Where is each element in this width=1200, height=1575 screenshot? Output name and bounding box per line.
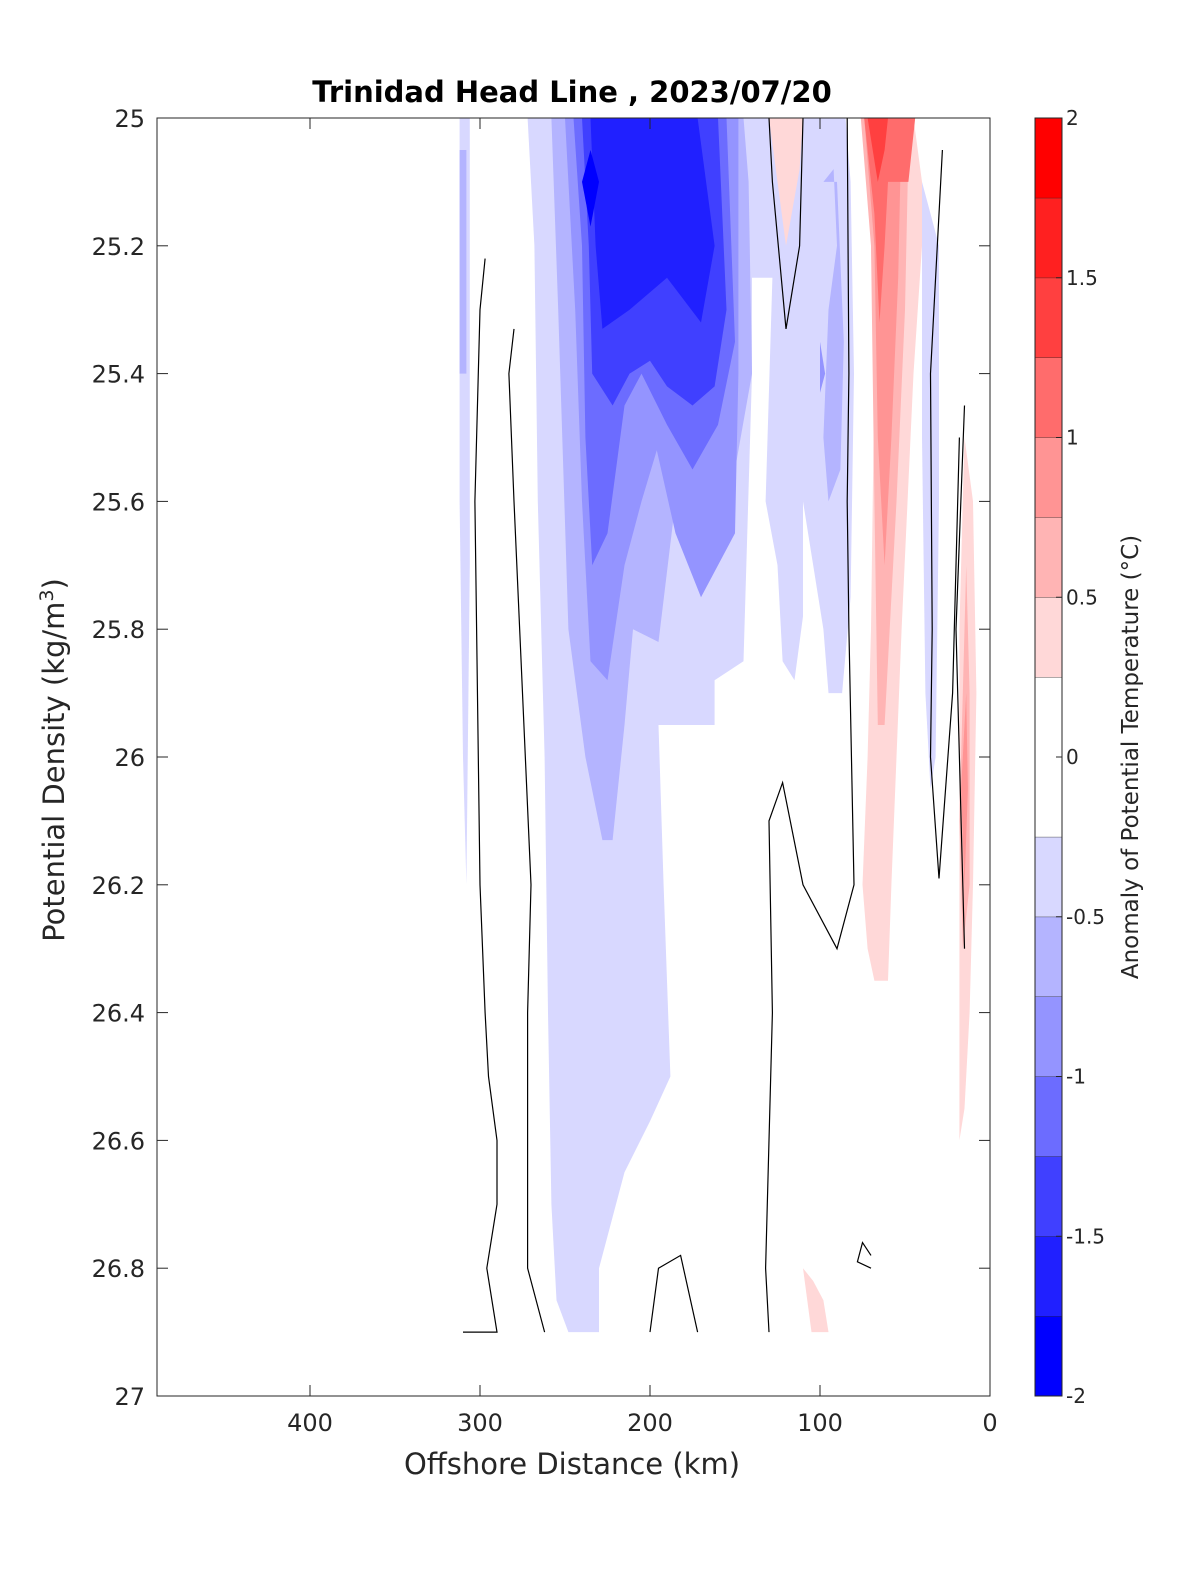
y-tick-label-26.4: 26.4 <box>92 1000 145 1028</box>
plot-area: 400 300 200 100 0 25 25.2 25.4 25.6 25.8 26 26.2 26… <box>92 105 998 1437</box>
y-tick-label-25.4: 25.4 <box>92 361 145 389</box>
contour-region-12 <box>820 341 826 393</box>
colorbar-band-14 <box>1035 118 1062 198</box>
colorbar-band-0 <box>1035 1316 1062 1396</box>
contour-region-8 <box>582 150 599 227</box>
x-axis-ticks: 400 300 200 100 0 <box>287 118 998 1437</box>
colorbar-label: Anomaly of Potential Temperature (°C) <box>1118 535 1144 979</box>
colorbar-tick-label-0.5: 0.5 <box>1066 585 1098 609</box>
zero-contour-line-3 <box>768 118 804 329</box>
colorbar-frame <box>1034 117 1063 1397</box>
contour-region-15 <box>864 118 902 566</box>
colorbar-tick-label--2: -2 <box>1066 1384 1086 1408</box>
colorbar-band-1 <box>1035 1236 1062 1317</box>
zero-contour-line-4 <box>764 118 855 1333</box>
contour-region-17 <box>867 118 888 182</box>
colorbar-band-6 <box>1035 836 1062 917</box>
y-axis-ticks: 25 25.2 25.4 25.6 25.8 26 26.2 26.4 26.6 26.8 27 <box>92 105 990 1411</box>
colorbar: 2 1.5 1 0.5 0 -0.5 -1 -1.5 -2 Anomaly of Potenti… <box>1034 106 1144 1408</box>
chart-title: Trinidad Head Line , 2023/07/20 <box>312 75 832 109</box>
colorbar-tick-label--1: -1 <box>1066 1065 1086 1089</box>
colorbar-band-9 <box>1035 517 1062 598</box>
zero-contour-line-0 <box>463 258 498 1333</box>
colorbar-tick-label--0.5: -0.5 <box>1066 905 1105 929</box>
y-tick-label-25.2: 25.2 <box>92 233 145 261</box>
colorbar-tick-label-1.5: 1.5 <box>1066 266 1098 290</box>
zero-contour-line-6 <box>856 1241 872 1269</box>
contour-region-21 <box>961 693 968 885</box>
colorbar-tick-label-1: 1 <box>1066 426 1079 450</box>
x-tick-label-200: 200 <box>627 1409 673 1437</box>
zero-contour-line-1 <box>508 328 546 1333</box>
contour-region-11 <box>823 169 844 502</box>
x-axis-label: Offshore Distance (km) <box>404 1447 740 1481</box>
contour-region-18 <box>922 181 939 789</box>
contour-region-9 <box>769 118 803 246</box>
colorbar-band-12 <box>1035 277 1062 358</box>
zero-contour-line-7 <box>955 405 966 949</box>
contour-region-7 <box>590 118 715 329</box>
zero-contour-line-2 <box>649 1254 699 1333</box>
y-tick-label-25: 25 <box>114 105 145 133</box>
y-tick-label-26.2: 26.2 <box>92 872 145 900</box>
y-axis-label-main: Potential Density (kg/m <box>37 602 71 942</box>
y-axis-label: Potential Density (kg/m3) <box>36 578 71 942</box>
colorbar-band-8 <box>1035 597 1062 678</box>
x-tick-label-0: 0 <box>982 1409 997 1437</box>
colorbar-band-11 <box>1035 357 1062 438</box>
y-tick-label-26.8: 26.8 <box>92 1255 145 1283</box>
y-tick-label-26: 26 <box>114 744 145 772</box>
y-tick-label-25.6: 25.6 <box>92 488 145 516</box>
x-tick-label-100: 100 <box>797 1409 843 1437</box>
x-tick-label-400: 400 <box>287 1409 333 1437</box>
colorbar-band-3 <box>1035 1076 1062 1157</box>
contour-region-22 <box>803 1268 829 1333</box>
colorbar-tick-label-2: 2 <box>1066 106 1079 130</box>
y-tick-label-25.8: 25.8 <box>92 616 145 644</box>
y-axis-label-superscript: 3 <box>36 589 58 601</box>
colorbar-tick-label-0: 0 <box>1066 745 1079 769</box>
colorbar-band-4 <box>1035 996 1062 1077</box>
contour-region-1 <box>459 150 467 374</box>
zero-contour-lines <box>463 118 966 1333</box>
colorbar-band-5 <box>1035 916 1062 997</box>
y-tick-label-26.6: 26.6 <box>92 1127 145 1155</box>
colorbar-band-2 <box>1035 1156 1062 1237</box>
colorbar-tick-label--1.5: -1.5 <box>1066 1224 1105 1248</box>
y-axis-label-end: ) <box>37 578 71 589</box>
zero-contour-line-5 <box>929 149 960 879</box>
colorbar-bands <box>1035 117 1062 1396</box>
colorbar-band-10 <box>1035 437 1062 518</box>
y-tick-label-27: 27 <box>114 1383 145 1411</box>
x-tick-label-300: 300 <box>457 1409 503 1437</box>
colorbar-band-13 <box>1035 197 1062 278</box>
filled-contour-regions <box>459 118 977 1333</box>
colorbar-ticks: 2 1.5 1 0.5 0 -0.5 -1 -1.5 -2 <box>1056 106 1105 1408</box>
